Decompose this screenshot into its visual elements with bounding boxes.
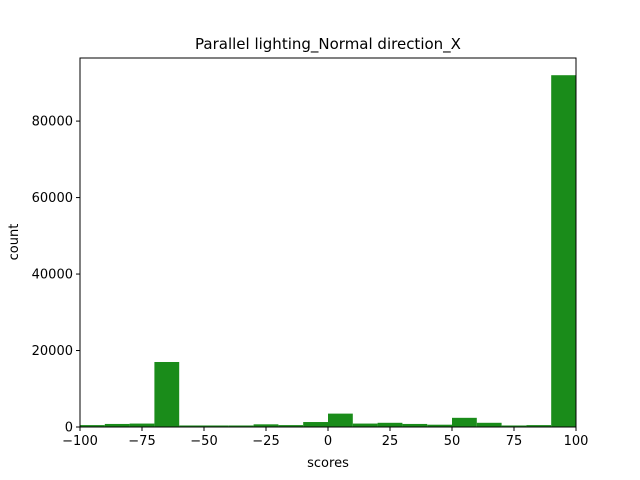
histogram-bar [154,361,180,427]
bars-group [80,75,576,428]
histogram-bar [526,425,552,427]
histogram-bar [129,423,155,427]
y-axis-label: count [7,224,22,261]
y-tick-label: 80000 [32,115,73,130]
histogram-bar [278,425,304,427]
histogram-bar [427,424,452,427]
histogram-bar [452,417,477,427]
y-axis: 0 20000 40000 60000 80000 [32,115,80,436]
x-tick-label: −25 [252,434,279,449]
x-tick-label: −50 [190,434,217,449]
x-tick-label: −100 [62,434,98,449]
y-tick-label: 40000 [32,268,73,283]
x-tick-label: 100 [564,434,589,449]
x-tick-label: −75 [128,434,155,449]
y-tick-label: 0 [65,421,73,436]
histogram-bar [80,425,105,427]
y-tick-label: 20000 [32,344,73,359]
histogram-bar [204,425,229,427]
x-tick-label: 25 [382,434,399,449]
histogram-bar [179,425,204,427]
x-tick-label: 50 [444,434,461,449]
histogram-bar [377,422,403,427]
histogram-bar [328,413,353,427]
histogram-bar [402,423,428,427]
histogram-bar [253,424,279,427]
x-axis: −100 −75 −50 −25 0 25 50 75 100 [62,427,588,449]
histogram-bar [228,425,254,427]
x-tick-label: 75 [506,434,523,449]
chart-title: Parallel lighting_Normal direction_X [195,35,461,54]
histogram-bar [104,423,130,427]
x-tick-label: 0 [324,434,332,449]
histogram-bar [476,422,502,427]
histogram-bar [551,75,576,428]
histogram-bar [352,423,378,427]
x-axis-label: scores [307,456,349,471]
histogram-bar [303,422,328,427]
histogram-bar [501,425,527,427]
y-tick-label: 60000 [32,191,73,206]
